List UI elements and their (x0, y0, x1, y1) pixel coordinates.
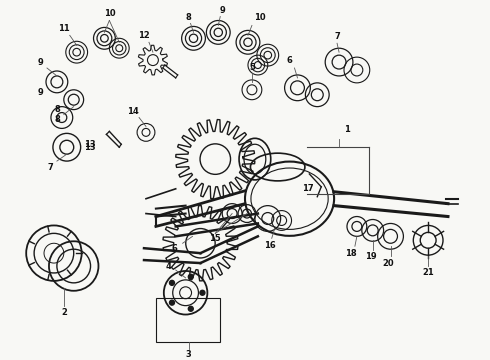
Text: 7: 7 (47, 162, 53, 171)
Text: 9: 9 (37, 58, 43, 67)
Text: 21: 21 (422, 269, 434, 278)
Circle shape (170, 300, 174, 305)
Text: 2: 2 (61, 308, 67, 317)
Text: 20: 20 (383, 258, 394, 267)
Text: 11: 11 (58, 24, 70, 33)
Text: 17: 17 (301, 184, 313, 193)
Text: 14: 14 (127, 107, 139, 116)
Text: 9: 9 (220, 6, 225, 15)
Text: 12: 12 (138, 31, 150, 40)
Text: 4: 4 (166, 261, 171, 270)
Text: 9: 9 (37, 88, 43, 97)
Text: 19: 19 (365, 252, 376, 261)
Text: 5: 5 (249, 63, 255, 72)
Text: 8: 8 (186, 13, 192, 22)
Text: 18: 18 (345, 249, 357, 258)
Text: 8: 8 (54, 105, 60, 114)
Text: 7: 7 (334, 32, 340, 41)
Bar (156, 298, 220, 342)
Text: 10: 10 (254, 13, 266, 22)
Text: 13: 13 (84, 143, 96, 152)
Text: 1: 1 (344, 125, 350, 134)
Circle shape (200, 290, 205, 295)
Text: 10: 10 (103, 9, 115, 18)
Circle shape (170, 280, 174, 285)
Text: 6: 6 (172, 244, 178, 253)
Circle shape (188, 306, 193, 311)
Circle shape (188, 274, 193, 279)
Text: 13: 13 (84, 140, 96, 149)
Text: 3: 3 (186, 350, 192, 359)
Text: 15: 15 (209, 234, 221, 243)
Text: 8: 8 (54, 115, 60, 124)
Text: 6: 6 (287, 55, 293, 64)
Text: 16: 16 (264, 241, 276, 250)
